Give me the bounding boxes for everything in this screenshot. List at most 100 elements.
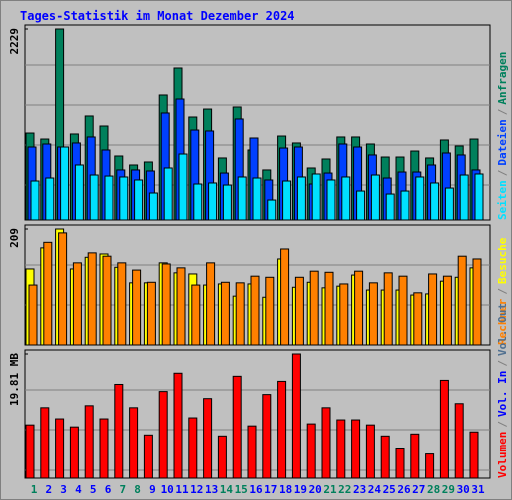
bar xyxy=(25,424,35,479)
bar xyxy=(442,275,452,346)
bar xyxy=(472,258,482,346)
bar xyxy=(430,182,440,221)
bar xyxy=(311,173,321,221)
bar xyxy=(395,448,405,479)
bar xyxy=(129,407,139,479)
bar xyxy=(161,263,171,346)
x-tick-label: 5 xyxy=(90,483,97,496)
bar xyxy=(193,183,203,221)
bar xyxy=(87,252,97,346)
bar xyxy=(206,262,216,346)
bar xyxy=(370,174,380,221)
bar xyxy=(173,372,183,479)
legend-entry: Anfragen xyxy=(496,52,509,105)
bar xyxy=(74,164,84,221)
bar xyxy=(294,276,304,346)
bar xyxy=(247,425,257,479)
legend-entry: Rechner xyxy=(496,298,509,345)
bar xyxy=(220,281,230,346)
bar xyxy=(262,394,272,479)
bar xyxy=(119,176,129,221)
bar xyxy=(43,241,53,346)
bar xyxy=(457,255,467,346)
bar xyxy=(60,146,70,221)
bar xyxy=(324,271,334,346)
x-tick-label: 4 xyxy=(75,483,82,496)
bar xyxy=(148,192,158,221)
x-tick-label: 24 xyxy=(368,483,382,496)
x-tick-label: 22 xyxy=(338,483,351,496)
x-tick-label: 14 xyxy=(220,483,234,496)
bar xyxy=(72,262,82,346)
bar xyxy=(104,175,114,221)
bar xyxy=(40,407,50,479)
bar xyxy=(114,383,124,479)
x-tick-label: 26 xyxy=(397,483,411,496)
x-tick-label: 25 xyxy=(383,483,396,496)
bar xyxy=(356,190,366,221)
legend: Volumen / Vol. In / Vol. Out xyxy=(496,303,509,478)
legend-entry: Vol. In xyxy=(496,371,509,417)
bar xyxy=(132,269,142,346)
bar xyxy=(163,167,173,221)
x-tick-label: 12 xyxy=(190,483,203,496)
legend-entry: Vol. Out xyxy=(496,303,509,356)
legend-separator: / xyxy=(496,288,509,295)
x-tick-label: 6 xyxy=(105,483,112,496)
chart-title: Tages-Statistik im Monat Dezember 2024 xyxy=(20,9,295,23)
legend-entry: Seiten xyxy=(496,180,509,220)
bar xyxy=(400,190,410,221)
bar xyxy=(143,434,153,479)
x-tick-label: 16 xyxy=(249,483,263,496)
bar xyxy=(326,179,336,221)
bar xyxy=(474,173,484,221)
y-max-label: 209 xyxy=(8,228,21,248)
bar xyxy=(425,453,435,479)
bar xyxy=(58,232,68,346)
bar xyxy=(354,270,364,346)
bar xyxy=(296,176,306,221)
bar xyxy=(28,284,38,346)
x-tick-label: 29 xyxy=(442,483,455,496)
bar xyxy=(99,418,109,479)
bar xyxy=(309,270,319,346)
bar xyxy=(380,435,390,479)
bar xyxy=(178,153,188,221)
bar xyxy=(89,174,99,221)
bar xyxy=(410,433,420,479)
x-tick-label: 27 xyxy=(412,483,425,496)
x-tick-label: 3 xyxy=(60,483,67,496)
legend-separator: / xyxy=(496,421,509,428)
plot-area xyxy=(24,349,491,479)
bar xyxy=(365,424,375,479)
x-tick-label: 21 xyxy=(323,483,337,496)
bar xyxy=(341,176,351,221)
bar xyxy=(250,275,260,346)
x-tick-label: 19 xyxy=(294,483,307,496)
bar xyxy=(191,284,201,346)
bar xyxy=(291,353,301,479)
bar xyxy=(158,391,168,479)
x-tick-label: 18 xyxy=(279,483,292,496)
legend-entry: Volumen xyxy=(496,432,509,478)
bar xyxy=(30,180,40,221)
bar xyxy=(232,375,242,479)
bar xyxy=(383,272,393,346)
x-tick-label: 28 xyxy=(427,483,440,496)
x-tick-label: 10 xyxy=(161,483,174,496)
bar xyxy=(336,419,346,479)
bar xyxy=(439,379,449,479)
x-tick-label: 31 xyxy=(471,483,485,496)
bar xyxy=(188,417,198,479)
bar xyxy=(454,403,464,479)
legend: Seiten / Dateien / Anfragen xyxy=(496,52,509,220)
bar xyxy=(102,255,112,346)
y-max-label: 19.81 MB xyxy=(8,353,21,406)
x-tick-label: 20 xyxy=(309,483,322,496)
x-tick-label: 2 xyxy=(45,483,52,496)
bar xyxy=(444,187,454,221)
bar xyxy=(146,281,156,346)
bar xyxy=(280,248,290,346)
bar xyxy=(235,282,245,346)
